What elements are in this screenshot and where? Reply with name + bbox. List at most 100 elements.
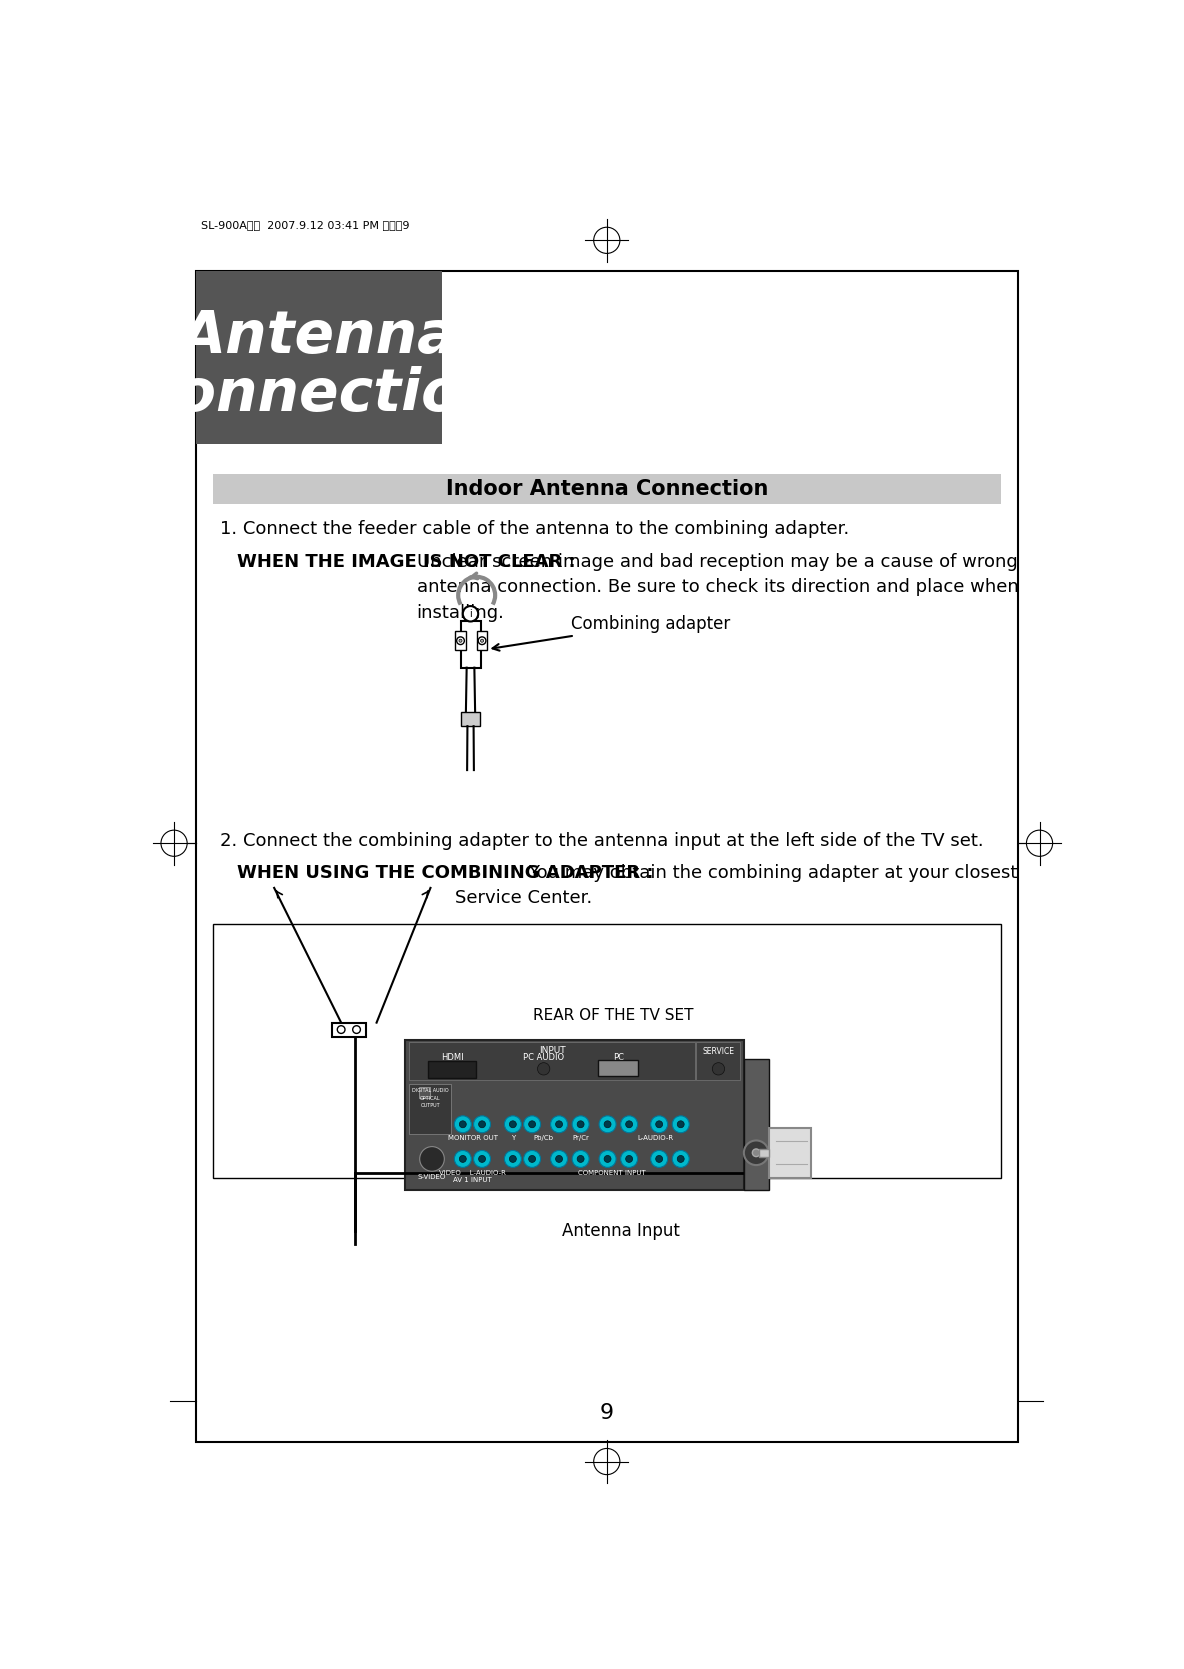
Circle shape: [599, 1150, 616, 1167]
Circle shape: [599, 1117, 616, 1133]
Bar: [195, 270, 442, 444]
Bar: [696, 1041, 740, 1080]
Bar: [598, 1060, 638, 1077]
Circle shape: [455, 1117, 471, 1133]
Bar: [408, 1041, 695, 1080]
Text: You may obtain the combining adapter at your closest: You may obtain the combining adapter at …: [528, 865, 1017, 881]
Circle shape: [459, 1155, 466, 1162]
Circle shape: [673, 1117, 689, 1133]
Circle shape: [604, 1155, 611, 1162]
Bar: [768, 1128, 811, 1178]
Text: INPUT: INPUT: [539, 1046, 566, 1055]
Circle shape: [474, 1117, 490, 1133]
Text: Y: Y: [510, 1135, 515, 1142]
Circle shape: [656, 1155, 663, 1162]
Text: WHEN USING THE COMBINING ADAPTER :: WHEN USING THE COMBINING ADAPTER :: [237, 865, 654, 881]
Text: OUTPUT: OUTPUT: [420, 1103, 440, 1108]
Circle shape: [752, 1148, 760, 1157]
Circle shape: [474, 1150, 490, 1167]
Circle shape: [1027, 829, 1053, 856]
Text: installing.: installing.: [417, 604, 504, 623]
Circle shape: [625, 1155, 632, 1162]
Text: i: i: [469, 609, 472, 619]
Circle shape: [478, 1155, 485, 1162]
Circle shape: [504, 1150, 521, 1167]
Circle shape: [478, 1122, 485, 1128]
Bar: [759, 1148, 768, 1157]
Text: DIGITAL AUDIO: DIGITAL AUDIO: [412, 1088, 449, 1093]
Circle shape: [651, 1150, 668, 1167]
Circle shape: [481, 639, 483, 643]
Text: 9: 9: [600, 1404, 613, 1424]
Circle shape: [744, 1140, 768, 1165]
Text: REAR OF THE TV SET: REAR OF THE TV SET: [533, 1008, 693, 1023]
Circle shape: [713, 1063, 725, 1075]
Bar: [213, 925, 1000, 1178]
Text: Connection: Connection: [134, 366, 503, 422]
Circle shape: [625, 1122, 632, 1128]
Circle shape: [538, 1063, 549, 1075]
Circle shape: [337, 1026, 345, 1033]
Text: Combining adapter: Combining adapter: [493, 614, 729, 651]
Circle shape: [528, 1122, 535, 1128]
Circle shape: [593, 1449, 620, 1475]
Text: Antenna: Antenna: [181, 309, 457, 366]
Circle shape: [457, 638, 464, 644]
Text: VIDEO    L-AUDIO-R: VIDEO L-AUDIO-R: [439, 1170, 507, 1175]
Circle shape: [677, 1155, 684, 1162]
Text: SERVICE: SERVICE: [702, 1046, 734, 1056]
Circle shape: [572, 1117, 590, 1133]
Bar: [408, 1085, 451, 1135]
Circle shape: [455, 1150, 471, 1167]
Text: Service Center.: Service Center.: [455, 890, 592, 908]
Circle shape: [593, 227, 620, 254]
Circle shape: [577, 1122, 584, 1128]
Bar: [461, 621, 481, 668]
Circle shape: [551, 1117, 567, 1133]
Circle shape: [551, 1150, 567, 1167]
Circle shape: [656, 1122, 663, 1128]
Circle shape: [555, 1122, 562, 1128]
Circle shape: [620, 1150, 638, 1167]
Text: SL-900A영어  2007.9.12 03:41 PM 페이직9: SL-900A영어 2007.9.12 03:41 PM 페이직9: [201, 220, 410, 230]
Bar: [405, 1040, 744, 1190]
Text: Unclear screen image and bad reception may be a cause of wrong: Unclear screen image and bad reception m…: [417, 552, 1017, 571]
Circle shape: [604, 1122, 611, 1128]
Circle shape: [523, 1150, 541, 1167]
Circle shape: [620, 1117, 638, 1133]
Circle shape: [673, 1150, 689, 1167]
Text: WHEN THE IMAGE IS NOT CLEAR :: WHEN THE IMAGE IS NOT CLEAR :: [237, 552, 575, 571]
Circle shape: [555, 1155, 562, 1162]
Circle shape: [459, 639, 462, 643]
Text: 2. Connect the combining adapter to the antenna input at the left side of the TV: 2. Connect the combining adapter to the …: [220, 831, 984, 850]
Text: PC: PC: [613, 1053, 625, 1061]
Circle shape: [463, 606, 478, 621]
Text: Pb/Cb: Pb/Cb: [534, 1135, 554, 1142]
Text: Antenna Input: Antenna Input: [561, 1222, 680, 1240]
Bar: [332, 1023, 366, 1036]
Circle shape: [509, 1155, 516, 1162]
Circle shape: [523, 1117, 541, 1133]
Bar: [477, 631, 488, 649]
Circle shape: [504, 1117, 521, 1133]
Circle shape: [353, 1026, 360, 1033]
Text: antenna connection. Be sure to check its direction and place when: antenna connection. Be sure to check its…: [417, 579, 1018, 596]
Text: PC AUDIO: PC AUDIO: [523, 1053, 565, 1061]
Circle shape: [509, 1122, 516, 1128]
Text: COMPONENT INPUT: COMPONENT INPUT: [578, 1170, 645, 1175]
Bar: [455, 631, 465, 649]
Text: HDMI: HDMI: [442, 1053, 464, 1061]
Circle shape: [677, 1122, 684, 1128]
Bar: [419, 1087, 430, 1098]
Bar: [213, 474, 1000, 504]
Text: Pr/Cr: Pr/Cr: [572, 1135, 590, 1142]
Circle shape: [419, 1147, 444, 1172]
Circle shape: [528, 1155, 535, 1162]
Text: Indoor Antenna Connection: Indoor Antenna Connection: [445, 479, 768, 499]
Circle shape: [577, 1155, 584, 1162]
Text: AV 1 INPUT: AV 1 INPUT: [453, 1177, 493, 1183]
Bar: [744, 1058, 768, 1190]
Bar: [429, 1061, 476, 1078]
Text: OPTICAL: OPTICAL: [420, 1097, 440, 1102]
Text: L-AUDIO-R: L-AUDIO-R: [637, 1135, 674, 1142]
